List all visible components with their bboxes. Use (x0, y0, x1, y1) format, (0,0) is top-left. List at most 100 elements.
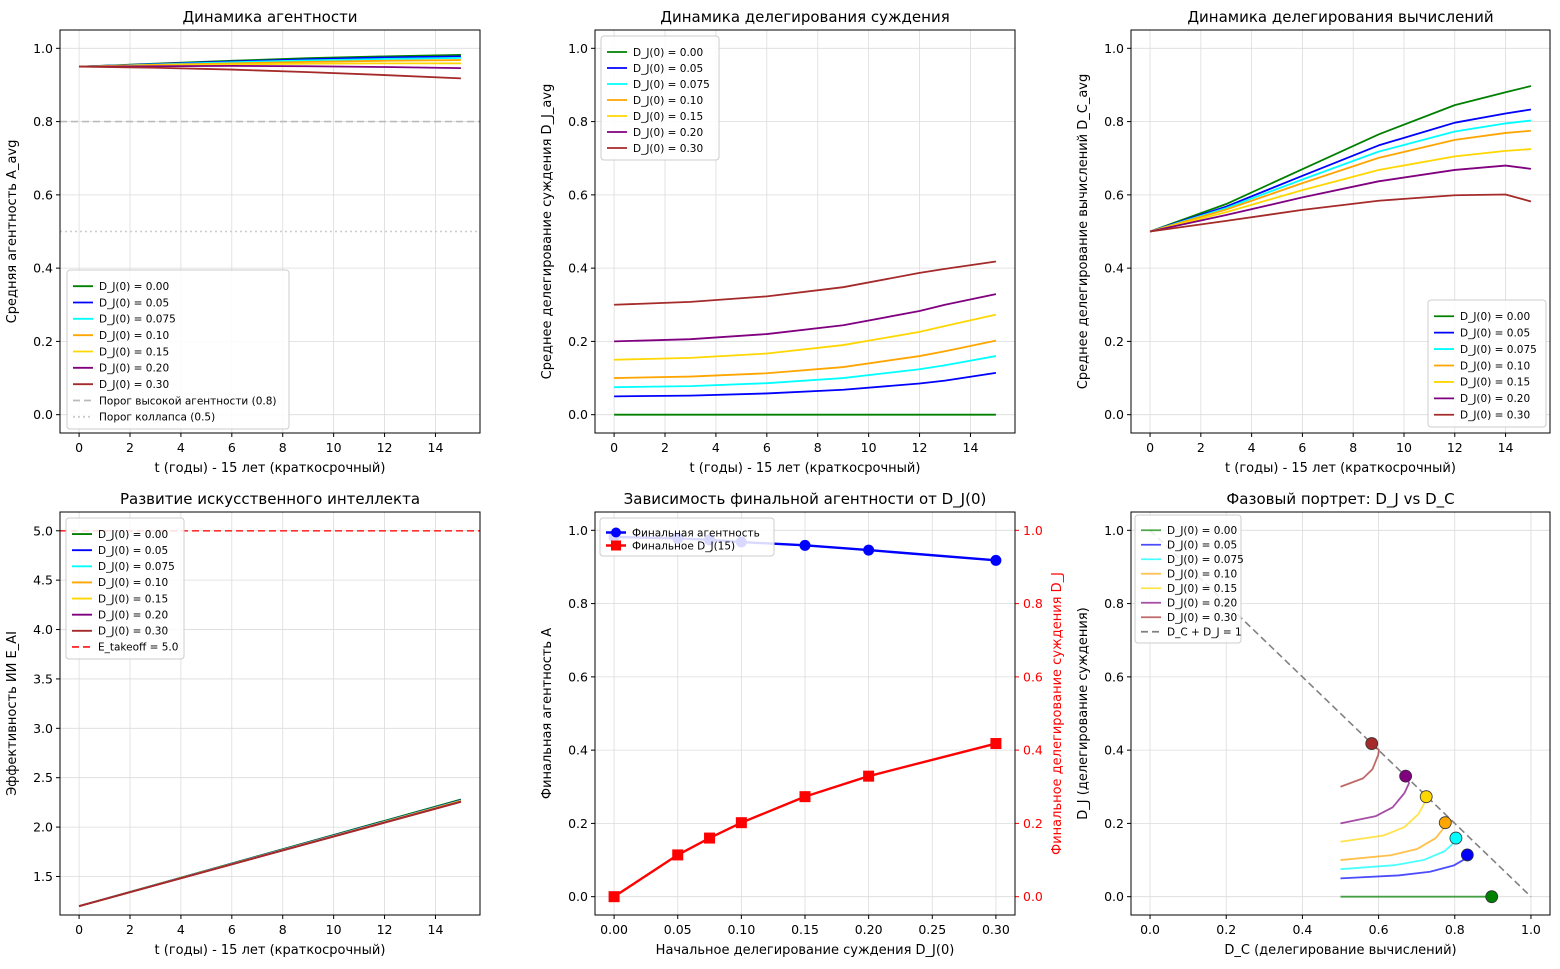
chart-panel-6: 0.0 0.2 0.4 0.6 0.8 1.0 0.0 0.2 0.4 0.6 0.8 1.0 Фазо… (1076, 490, 1551, 958)
x-tick-label: 8 (279, 440, 287, 455)
y-tick-label: 0.0 (1104, 407, 1124, 422)
legend-label: D_J(0) = 0.15 (98, 593, 168, 605)
endpoint-marker (1460, 848, 1474, 862)
x-tick-label: 10 (1396, 440, 1412, 455)
legend-label: D_J(0) = 0.05 (1167, 540, 1237, 552)
chart-title: Зависимость финальной агентности от D_J(… (624, 490, 987, 509)
legend-label: D_J(0) = 0.05 (99, 297, 169, 309)
legend-label: D_J(0) = 0.00 (633, 47, 703, 59)
x-tick-label: 4 (1248, 440, 1256, 455)
endpoint-marker (1438, 816, 1452, 830)
plot-area (1149, 85, 1532, 233)
x-tick-label: 2 (661, 440, 669, 455)
y-tick-label: 0.2 (568, 816, 588, 831)
x-tick-label: 0.05 (664, 922, 692, 937)
y-tick-label: 1.0 (33, 41, 53, 56)
legend-label: D_J(0) = 0.075 (633, 79, 710, 91)
y-axis-label: D_J (делегирование суждения) (1076, 607, 1091, 819)
legend-label: D_J(0) = 0.075 (1167, 554, 1244, 566)
series-line-7 (79, 65, 461, 80)
legend-box (1427, 299, 1547, 428)
series-line-4 (614, 339, 997, 379)
series-line-5 (1149, 148, 1532, 233)
legend-label: D_J(0) = 0.30 (633, 143, 703, 155)
chart-title: Динамика делегирования вычислений (1187, 8, 1493, 26)
x-tick-label: 12 (377, 440, 393, 455)
legend-box (599, 517, 775, 557)
y-tick-label: 0.0 (568, 407, 588, 422)
y-tick-label: 0.4 (568, 743, 588, 758)
series-point (799, 791, 811, 803)
y-tick-label: 5.0 (33, 523, 53, 538)
legend-box (1134, 514, 1242, 644)
legend-label: D_J(0) = 0.30 (1167, 612, 1237, 624)
x-tick-label: 8 (1349, 440, 1357, 455)
x-tick-label: 1.0 (1521, 922, 1541, 937)
legend-label: D_J(0) = 0.15 (99, 346, 169, 358)
x-tick-label: 0.25 (918, 922, 946, 937)
x-axis-label: t (годы) - 15 лет (краткосрочный) (690, 461, 921, 476)
chart-panel-5: 0.00 0.05 0.10 0.15 0.20 0.25 0.30 0.0 0.2 0.4 0.6… (540, 490, 1065, 958)
x-axis-label: t (годы) - 15 лет (краткосрочный) (155, 461, 386, 476)
y-tick-label: 2.0 (33, 820, 53, 835)
y-tick-label: 0.0 (1104, 889, 1124, 904)
legend-label: D_J(0) = 0.15 (1167, 583, 1237, 595)
y-axis-label: Средняя агентность A_avg (5, 140, 20, 324)
chart-title: Развитие искусственного интеллекта (120, 490, 420, 508)
plot-area (614, 260, 997, 416)
legend-label: D_J(0) = 0.00 (1460, 311, 1530, 323)
y-tick-label: 0.0 (568, 889, 588, 904)
x-tick-label: 8 (279, 922, 287, 937)
series-point (735, 817, 747, 829)
x-tick-label: 0 (1146, 440, 1154, 455)
x-tick-label: 12 (912, 440, 928, 455)
endpoint-marker (1419, 790, 1433, 804)
legend-label: D_J(0) = 0.20 (633, 127, 703, 139)
y-tick-label: 0.4 (568, 261, 588, 276)
right-tick-label: 1.0 (1023, 523, 1043, 538)
x-tick-label: 8 (814, 440, 822, 455)
legend-label: D_J(0) = 0.00 (98, 529, 168, 541)
x-tick-label: 2 (126, 922, 134, 937)
legend-label: D_J(0) = 0.20 (1167, 598, 1237, 610)
x-tick-label: 6 (228, 922, 236, 937)
series-point (672, 849, 684, 861)
y-tick-label: 0.8 (1104, 596, 1124, 611)
legend-label: D_J(0) = 0.30 (1460, 410, 1530, 422)
x-tick-label: 0.00 (600, 922, 628, 937)
y-tick-label: 0.2 (33, 334, 53, 349)
y-axis-label: Среднее делегирование суждения D_J_avg (540, 84, 555, 380)
y-tick-label: 3.0 (33, 721, 53, 736)
legend-label: D_J(0) = 0.05 (98, 545, 168, 557)
legend-label: D_C + D_J = 1 (1167, 627, 1242, 639)
legend-label: D_J(0) = 0.05 (1460, 327, 1530, 339)
legend-label: D_J(0) = 0.075 (1460, 344, 1537, 356)
x-tick-label: 0.10 (727, 922, 755, 937)
series-point (990, 738, 1002, 750)
series-line-4 (1149, 129, 1532, 233)
y-tick-label: 3.5 (33, 671, 53, 686)
chart-panel-4: 0 2 4 6 8 10 12 14 1.5 2.0 2.5 3.0 3.5 4.0 4.5 5.0 Разви… (5, 490, 481, 958)
series-point (608, 891, 620, 903)
endpoint-marker (1485, 890, 1499, 904)
x-tick-label: 4 (712, 440, 720, 455)
x-tick-label: 2 (1197, 440, 1205, 455)
legend-label: D_J(0) = 0.10 (633, 95, 703, 107)
legend-label: D_J(0) = 0.20 (99, 363, 169, 375)
y-tick-label: 2.5 (33, 770, 53, 785)
y-tick-label: 4.5 (33, 573, 53, 588)
chart-panel-1: 0 2 4 6 8 10 12 14 0.0 0.2 0.4 0.6 0.8 1.0 Динамика аг… (5, 8, 481, 476)
x-tick-label: 0.4 (1292, 922, 1312, 937)
x-tick-label: 0.6 (1369, 922, 1389, 937)
legend-label: D_J(0) = 0.15 (633, 111, 703, 123)
series-line-2 (614, 372, 997, 398)
x-tick-label: 4 (177, 922, 185, 937)
y-tick-label: 0.8 (568, 596, 588, 611)
series-line-6 (614, 293, 997, 343)
y-tick-label: 0.8 (568, 114, 588, 129)
axes-frame (59, 29, 481, 434)
x-tick-label: 0 (75, 440, 83, 455)
legend-label: D_J(0) = 0.15 (1460, 377, 1530, 389)
x-tick-label: 6 (763, 440, 771, 455)
axes-frame (1130, 29, 1551, 434)
